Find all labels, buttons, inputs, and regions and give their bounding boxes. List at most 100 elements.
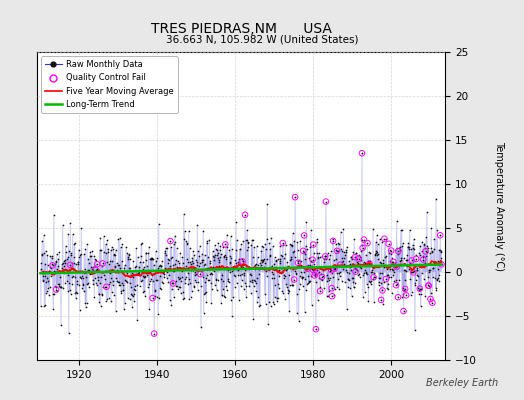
Point — [326, 248, 335, 254]
Point — [48, 260, 57, 267]
Point — [240, 270, 248, 276]
Point — [104, 249, 113, 256]
Point — [128, 274, 137, 280]
Point — [244, 244, 253, 250]
Point — [288, 282, 297, 288]
Point — [322, 253, 331, 259]
Point — [112, 247, 120, 253]
Point — [224, 278, 232, 284]
Point — [221, 241, 230, 248]
Point — [46, 284, 54, 290]
Point — [103, 259, 111, 266]
Point — [330, 257, 339, 263]
Point — [54, 256, 63, 262]
Point — [326, 266, 334, 272]
Point — [66, 280, 74, 287]
Point — [366, 279, 374, 285]
Point — [305, 262, 314, 268]
Point — [421, 248, 430, 254]
Point — [424, 282, 433, 289]
Point — [276, 259, 285, 266]
Point — [238, 271, 246, 277]
Point — [332, 269, 341, 276]
Point — [346, 264, 354, 270]
Point — [228, 312, 237, 319]
Point — [393, 245, 401, 251]
Point — [189, 260, 198, 266]
Point — [272, 258, 280, 264]
Point — [176, 250, 184, 256]
Point — [90, 294, 99, 300]
Point — [233, 280, 241, 287]
Point — [162, 274, 171, 281]
Point — [420, 240, 429, 247]
Point — [251, 264, 259, 270]
Point — [249, 276, 258, 283]
Point — [316, 284, 324, 290]
Point — [419, 256, 428, 263]
Point — [211, 275, 220, 282]
Point — [306, 278, 314, 284]
Point — [354, 272, 362, 278]
Point — [50, 211, 58, 218]
Point — [362, 261, 370, 267]
Point — [299, 274, 307, 280]
Point — [358, 150, 366, 156]
Point — [46, 264, 54, 270]
Point — [93, 261, 101, 268]
Point — [171, 232, 179, 239]
Point — [158, 278, 166, 285]
Point — [337, 262, 345, 268]
Point — [268, 269, 277, 276]
Point — [353, 267, 362, 274]
Point — [397, 254, 405, 261]
Point — [130, 291, 138, 297]
Point — [428, 249, 436, 255]
Point — [210, 254, 218, 260]
Point — [64, 272, 72, 278]
Point — [310, 272, 319, 279]
Point — [407, 246, 416, 252]
Point — [115, 281, 124, 288]
Point — [154, 267, 162, 274]
Point — [275, 273, 283, 279]
Point — [317, 265, 325, 272]
Point — [266, 246, 275, 252]
Point — [390, 263, 399, 269]
Point — [388, 255, 397, 262]
Point — [122, 278, 130, 284]
Point — [83, 280, 92, 286]
Point — [392, 282, 400, 288]
Point — [412, 267, 421, 273]
Point — [75, 247, 83, 253]
Point — [166, 296, 174, 303]
Point — [94, 273, 102, 280]
Point — [272, 295, 281, 301]
Point — [387, 247, 396, 254]
Point — [188, 258, 196, 264]
Point — [170, 293, 178, 300]
Text: 36.663 N, 105.982 W (United States): 36.663 N, 105.982 W (United States) — [166, 34, 358, 44]
Point — [394, 294, 402, 300]
Point — [59, 285, 68, 291]
Point — [239, 238, 247, 244]
Point — [231, 284, 239, 290]
Point — [235, 261, 244, 267]
Point — [298, 274, 306, 280]
Point — [416, 242, 424, 249]
Point — [275, 258, 283, 264]
Point — [416, 252, 424, 258]
Point — [314, 255, 323, 261]
Point — [199, 274, 207, 280]
Point — [80, 251, 88, 258]
Point — [217, 291, 226, 298]
Point — [316, 276, 325, 282]
Point — [182, 263, 190, 269]
Point — [179, 288, 188, 295]
Point — [382, 276, 390, 282]
Point — [246, 271, 255, 278]
Point — [79, 281, 88, 287]
Point — [396, 244, 404, 250]
Point — [294, 260, 302, 266]
Point — [403, 244, 412, 250]
